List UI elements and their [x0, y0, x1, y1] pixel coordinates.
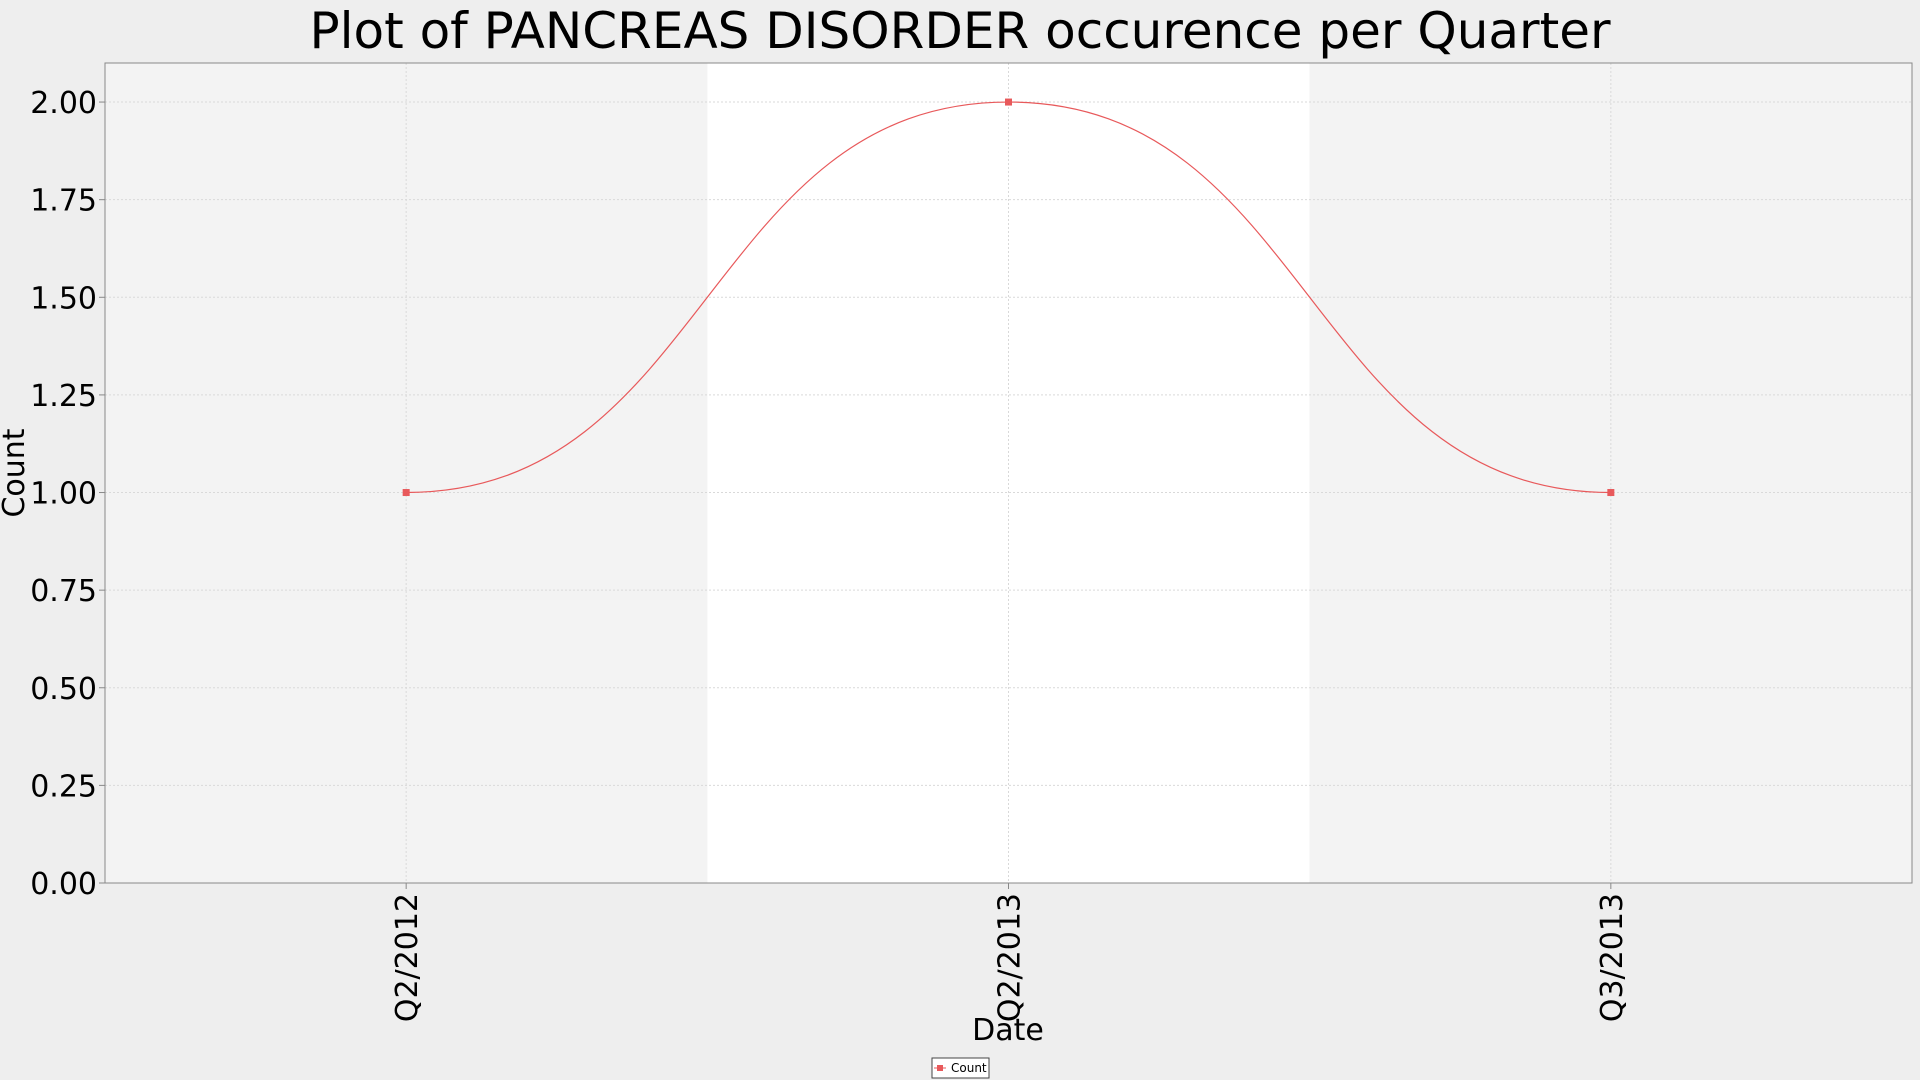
- y-axis-title: Count: [0, 428, 32, 517]
- legend-box: [931, 1057, 990, 1079]
- data-point: [1005, 98, 1012, 106]
- y-tick-label: 1.50: [30, 281, 97, 316]
- legend-label: Count: [951, 1061, 987, 1075]
- y-tick-label: 1.00: [30, 477, 97, 512]
- chart-title: Plot of PANCREAS DISORDER occurence per …: [309, 2, 1611, 60]
- x-tick-label: Q2/2013: [993, 893, 1028, 1022]
- x-tick-label: Q3/2013: [1595, 893, 1630, 1022]
- x-axis-title: Date: [972, 1013, 1044, 1048]
- axis-ticks: 0.00 0.25 0.50 0.75 1.00 1.25 1.50 1.75 2.00 Q2/2…: [30, 86, 1630, 1022]
- y-tick-label: 0.50: [30, 672, 97, 707]
- y-tick-label: 2.00: [30, 86, 97, 121]
- y-tick-label: 0.00: [30, 867, 97, 902]
- y-tick-label: 1.25: [30, 379, 97, 414]
- series-layer: [402, 98, 1615, 497]
- legend: Count: [931, 1057, 990, 1079]
- data-point: [402, 489, 410, 497]
- grid-lines: [105, 63, 1912, 884]
- data-point: [1607, 489, 1615, 497]
- y-tick-label: 0.25: [30, 769, 97, 804]
- y-tick-label: 1.75: [30, 184, 97, 219]
- x-tick-label: Q2/2012: [390, 893, 425, 1022]
- y-tick-label: 0.75: [30, 574, 97, 609]
